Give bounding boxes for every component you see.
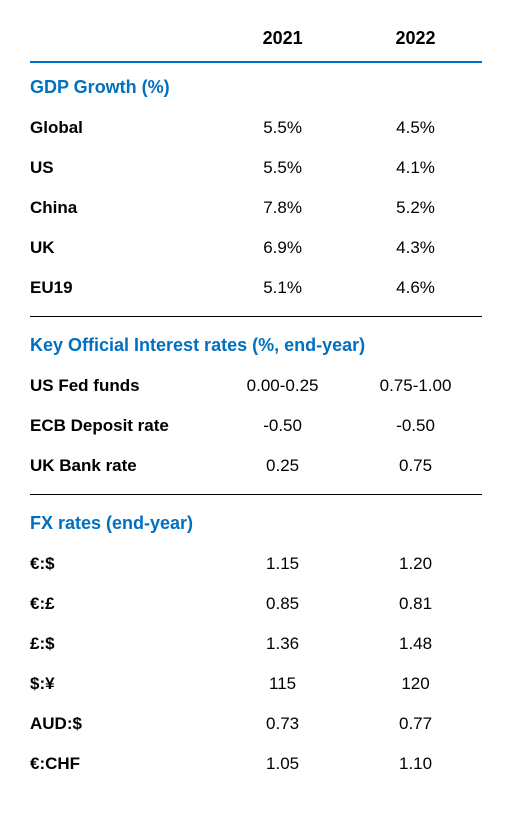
section-divider — [30, 316, 482, 317]
row-label: €:$ — [30, 554, 216, 574]
value-year2: 4.5% — [349, 118, 482, 138]
value-year2: 1.20 — [349, 554, 482, 574]
value-year2: 0.81 — [349, 594, 482, 614]
row-label: US Fed funds — [30, 376, 216, 396]
value-year1: 0.25 — [216, 456, 349, 476]
table-row: €:$1.151.20 — [30, 544, 482, 584]
table-row: £:$1.361.48 — [30, 624, 482, 664]
table-row: EU195.1%4.6% — [30, 268, 482, 308]
table-row: US Fed funds0.00-0.250.75-1.00 — [30, 366, 482, 406]
row-label: $:¥ — [30, 674, 216, 694]
table-row: China7.8%5.2% — [30, 188, 482, 228]
table-row: ECB Deposit rate-0.50-0.50 — [30, 406, 482, 446]
value-year2: -0.50 — [349, 416, 482, 436]
value-year2: 0.75 — [349, 456, 482, 476]
row-label: AUD:$ — [30, 714, 216, 734]
table-row: AUD:$0.730.77 — [30, 704, 482, 744]
value-year1: 6.9% — [216, 238, 349, 258]
value-year1: 115 — [216, 674, 349, 694]
year-column-2: 2022 — [349, 28, 482, 49]
value-year1: 1.36 — [216, 634, 349, 654]
column-header-row: 2021 2022 — [30, 20, 482, 57]
table-row: UK6.9%4.3% — [30, 228, 482, 268]
row-label: China — [30, 198, 216, 218]
value-year2: 120 — [349, 674, 482, 694]
value-year1: 7.8% — [216, 198, 349, 218]
row-label: €:CHF — [30, 754, 216, 774]
header-spacer — [30, 28, 216, 49]
value-year1: 1.15 — [216, 554, 349, 574]
table-row: €:£0.850.81 — [30, 584, 482, 624]
value-year2: 5.2% — [349, 198, 482, 218]
table-row: US5.5%4.1% — [30, 148, 482, 188]
value-year2: 1.10 — [349, 754, 482, 774]
top-divider — [30, 61, 482, 63]
row-label: EU19 — [30, 278, 216, 298]
value-year2: 0.75-1.00 — [349, 376, 482, 396]
value-year1: 5.1% — [216, 278, 349, 298]
value-year2: 4.3% — [349, 238, 482, 258]
row-label: Global — [30, 118, 216, 138]
value-year1: 5.5% — [216, 118, 349, 138]
row-label: €:£ — [30, 594, 216, 614]
table-row: $:¥115120 — [30, 664, 482, 704]
value-year1: 1.05 — [216, 754, 349, 774]
row-label: UK Bank rate — [30, 456, 216, 476]
value-year1: 0.00-0.25 — [216, 376, 349, 396]
value-year1: -0.50 — [216, 416, 349, 436]
table-row: €:CHF1.051.10 — [30, 744, 482, 784]
value-year2: 1.48 — [349, 634, 482, 654]
row-label: ECB Deposit rate — [30, 416, 216, 436]
row-label: US — [30, 158, 216, 178]
section-header: GDP Growth (%) — [30, 67, 482, 108]
row-label: £:$ — [30, 634, 216, 654]
value-year1: 0.85 — [216, 594, 349, 614]
section-header: FX rates (end-year) — [30, 503, 482, 544]
value-year1: 0.73 — [216, 714, 349, 734]
year-column-1: 2021 — [216, 28, 349, 49]
value-year2: 4.1% — [349, 158, 482, 178]
section-divider — [30, 494, 482, 495]
value-year2: 4.6% — [349, 278, 482, 298]
section-header: Key Official Interest rates (%, end-year… — [30, 325, 482, 366]
table-row: UK Bank rate0.250.75 — [30, 446, 482, 486]
table-row: Global5.5%4.5% — [30, 108, 482, 148]
value-year1: 5.5% — [216, 158, 349, 178]
value-year2: 0.77 — [349, 714, 482, 734]
row-label: UK — [30, 238, 216, 258]
economic-forecast-table: 2021 2022 GDP Growth (%)Global5.5%4.5%US… — [30, 20, 482, 784]
